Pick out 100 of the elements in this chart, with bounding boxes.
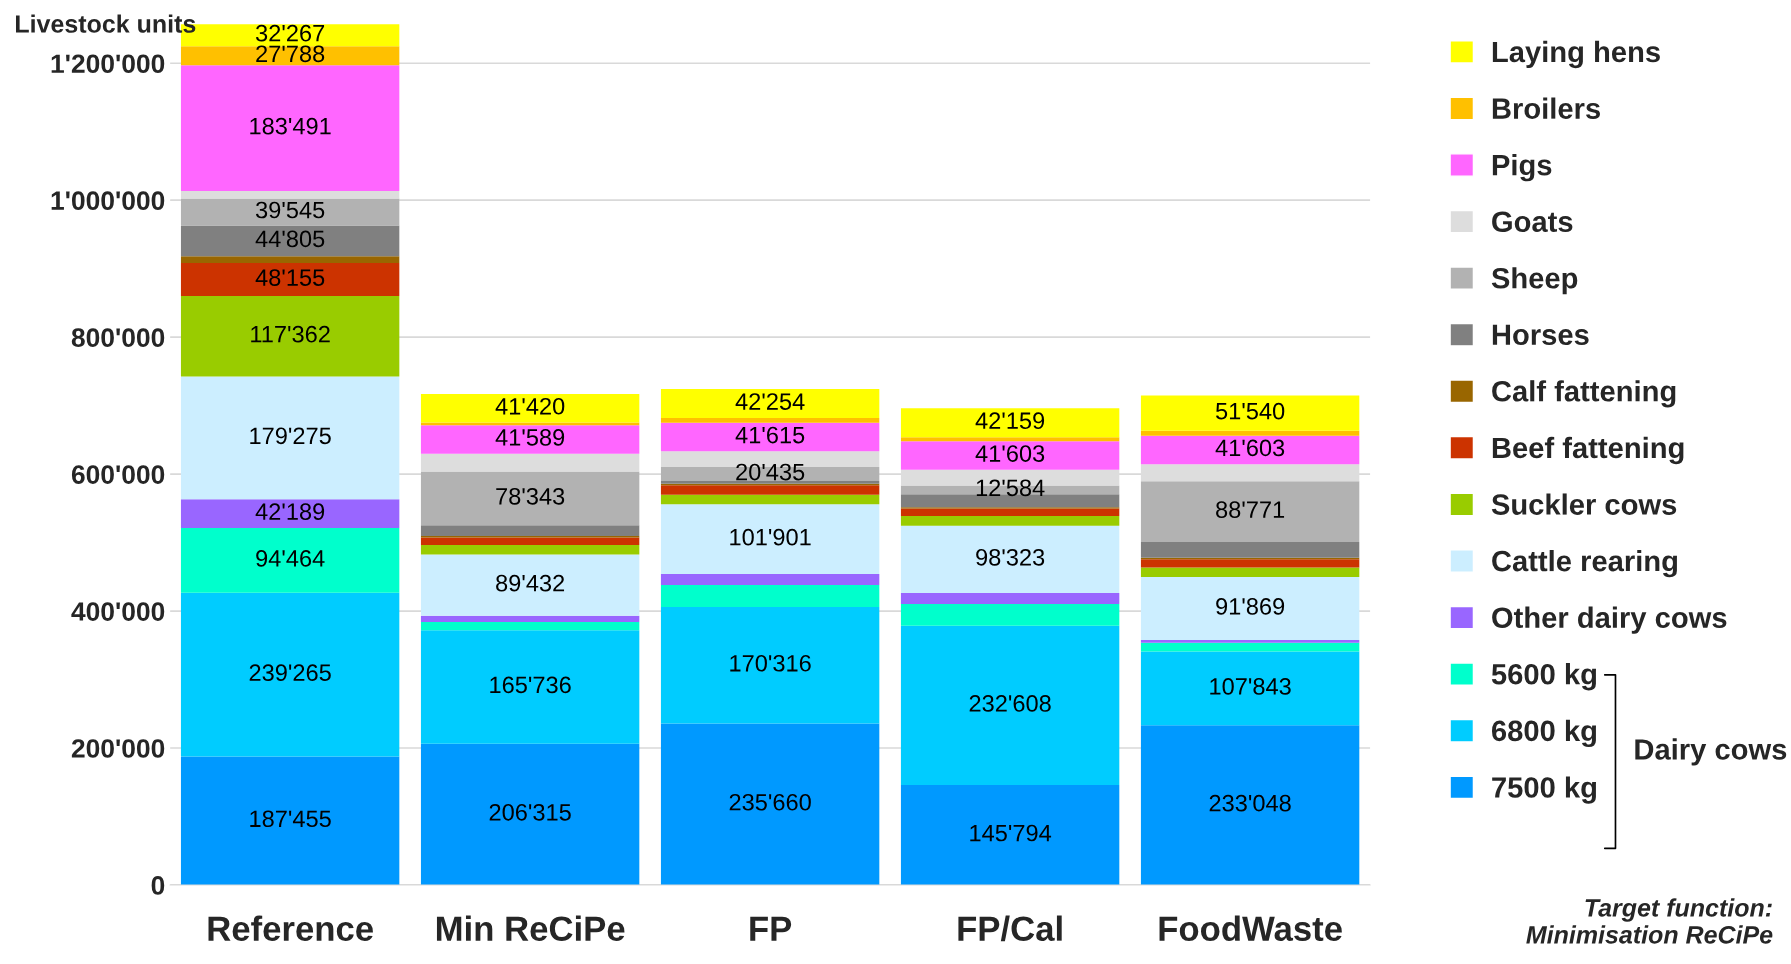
legend-label: Suckler cows — [1491, 493, 1677, 515]
data-label: 101'901 — [730, 528, 811, 546]
data-label: 206'315 — [489, 803, 571, 821]
x-tick-label: FoodWaste — [1159, 915, 1342, 942]
data-label: 235'660 — [729, 793, 811, 811]
data-label: 12'584 — [976, 479, 1045, 497]
bar — [1140, 430, 1360, 436]
bar — [420, 621, 640, 631]
bar — [900, 625, 1120, 786]
bar — [660, 418, 880, 423]
bar — [900, 516, 1120, 526]
data-label: 32'267 — [255, 24, 325, 42]
data-label: 187'455 — [250, 810, 331, 828]
bar — [660, 485, 880, 495]
data-label: 41'589 — [495, 429, 565, 446]
data-label: 179'275 — [250, 427, 331, 445]
data-label: 94'464 — [256, 550, 325, 567]
bar — [900, 437, 1120, 442]
text: Target function: Minimisation ReCiPe — [1526, 898, 1773, 944]
data-label: 117'362 — [251, 325, 330, 343]
bar — [1140, 481, 1360, 543]
data-label: 78'343 — [496, 487, 565, 505]
bar — [660, 574, 880, 586]
bar — [420, 394, 640, 423]
bar — [1140, 542, 1360, 558]
bar — [180, 46, 400, 66]
bar — [1140, 725, 1360, 885]
bar — [900, 508, 1120, 517]
bar — [420, 615, 640, 622]
bar — [180, 592, 400, 757]
legend-label: 5600 kg — [1491, 663, 1596, 691]
bar — [420, 471, 640, 526]
bar — [180, 376, 400, 500]
text: Dairy cows — [1635, 738, 1787, 766]
bar — [180, 198, 400, 226]
bar — [900, 592, 1120, 604]
data-label: 88'771 — [1216, 501, 1285, 518]
bar — [420, 425, 640, 454]
legend-label: Calf fattening — [1492, 380, 1676, 408]
bar — [180, 256, 400, 264]
data-label: 42'254 — [735, 393, 805, 410]
data-label: 44'805 — [255, 230, 325, 248]
data-label: 107'843 — [1210, 678, 1291, 695]
data-label: 41'603 — [975, 445, 1045, 462]
bar — [1140, 395, 1360, 431]
legend-label: Horses — [1492, 324, 1589, 346]
bar — [420, 422, 640, 426]
data-label: 98'323 — [976, 548, 1045, 566]
data-label: 48'155 — [255, 269, 325, 286]
data-label: 51'540 — [1215, 402, 1285, 420]
legend-label: Pigs — [1492, 154, 1552, 182]
bar — [420, 453, 640, 472]
bar — [660, 389, 880, 419]
bar — [420, 743, 640, 885]
y-tick-label: 200'000 — [71, 739, 165, 758]
legend-label: Beef fattening — [1492, 436, 1684, 465]
legend-label: 7500 kg — [1492, 776, 1596, 804]
bar — [420, 554, 640, 616]
data-label: 89'432 — [496, 574, 565, 592]
legend-label: Broilers — [1492, 97, 1600, 119]
bar — [900, 441, 1120, 470]
data-label: 233'048 — [1209, 794, 1291, 812]
bar — [1140, 639, 1360, 643]
bar — [660, 606, 880, 724]
data-label: 41'603 — [1215, 439, 1285, 457]
data-label: 165'736 — [490, 676, 571, 694]
x-tick-label: FP — [750, 916, 792, 941]
bar — [420, 630, 640, 744]
data-label: 41'615 — [735, 426, 805, 444]
bar — [1140, 576, 1360, 640]
bar — [1140, 567, 1360, 577]
bar — [1140, 559, 1360, 568]
data-label: 145'794 — [970, 824, 1052, 842]
legend-label: Cattle rearing — [1492, 549, 1677, 578]
legend-label: 6800 kg — [1491, 719, 1596, 748]
y-tick-label: 0 — [151, 876, 165, 895]
bar — [900, 603, 1120, 626]
bar — [420, 537, 640, 545]
data-label: 39'545 — [255, 201, 325, 219]
bar — [660, 723, 880, 885]
data-label: 41'420 — [495, 397, 565, 415]
bar — [180, 499, 400, 529]
data-label: 20'435 — [736, 463, 805, 481]
bar — [660, 494, 880, 505]
legend-label: Laying hens — [1492, 40, 1660, 69]
y-tick-label: 400'000 — [71, 602, 165, 621]
data-label: 170'316 — [730, 654, 811, 672]
bar — [180, 528, 400, 593]
x-tick-label: Min ReCiPe — [436, 915, 625, 942]
bar — [180, 190, 400, 199]
bar — [180, 296, 400, 377]
x-tick-label: FP/Cal — [958, 915, 1062, 942]
legend-label: Goats — [1492, 211, 1573, 233]
bar — [660, 422, 880, 452]
y-tick-label: 600'000 — [71, 465, 165, 484]
data-label: 42'159 — [975, 412, 1045, 430]
data-label: 183'491 — [250, 117, 331, 135]
bar — [420, 544, 640, 555]
data-label: 27'788 — [256, 45, 325, 63]
bar — [660, 585, 880, 607]
